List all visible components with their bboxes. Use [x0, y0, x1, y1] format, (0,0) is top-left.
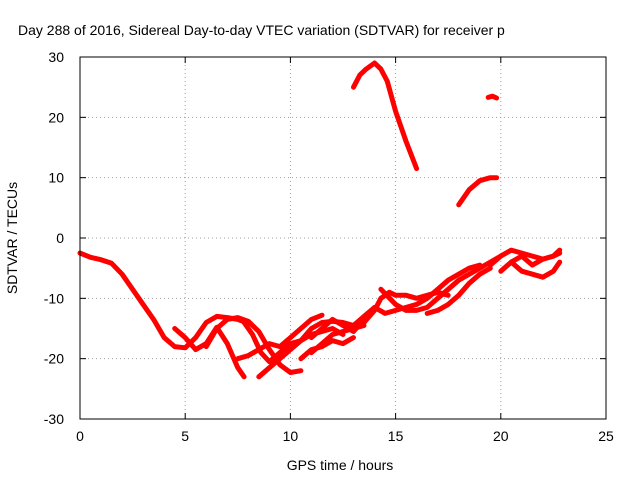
series-line-17 — [351, 60, 420, 172]
y-tick-label: -10 — [44, 290, 64, 306]
series-line-3 — [203, 315, 304, 375]
series-line-1 — [77, 250, 249, 351]
x-tick-label: 5 — [181, 428, 189, 444]
x-tick-label: 20 — [493, 428, 509, 444]
y-tick-label: -30 — [44, 411, 64, 427]
y-tick-label: 10 — [48, 170, 64, 186]
series-line-18 — [456, 175, 500, 208]
y-tick-label: 0 — [56, 230, 64, 246]
x-tick-label: 10 — [283, 428, 299, 444]
series-line-6 — [256, 318, 367, 380]
plot-frame — [79, 56, 607, 420]
series-line-16 — [508, 250, 563, 268]
tick-layer: 0 5 10 15 20 25 -30 -20 -10 0 10 20 30 — [44, 49, 614, 444]
x-tick-label: 15 — [388, 428, 404, 444]
series-line-12 — [378, 253, 504, 313]
series-line-11 — [361, 289, 451, 325]
x-tick-label: 25 — [598, 428, 614, 444]
y-axis-label: SDTVAR / TECUs — [4, 182, 20, 294]
x-tick-label: 0 — [76, 428, 84, 444]
series-line-13 — [424, 265, 493, 316]
y-tick-label: 30 — [48, 49, 64, 65]
series-line-19 — [485, 93, 500, 101]
series-layer — [77, 60, 563, 380]
y-tick-label: -20 — [44, 351, 64, 367]
grid-layer — [80, 57, 606, 419]
series-line-4 — [235, 312, 325, 362]
chart-title: Day 288 of 2016, Sidereal Day-to-day VTE… — [18, 22, 505, 38]
series-line-5 — [241, 320, 346, 365]
x-axis-label: GPS time / hours — [287, 457, 394, 473]
y-tick-label: 20 — [48, 109, 64, 125]
